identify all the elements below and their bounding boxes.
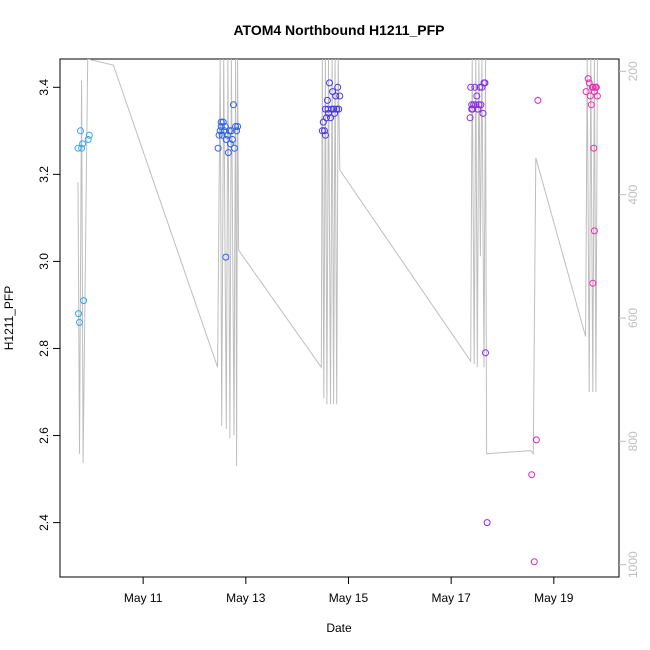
data-point	[230, 101, 237, 109]
data-point	[467, 83, 475, 91]
data-point	[225, 127, 233, 135]
y-tick-label: 3.2	[37, 166, 51, 183]
x-tick-label: May 17	[431, 591, 471, 605]
y2-tick-label: 1000	[626, 551, 640, 578]
data-point	[335, 105, 343, 113]
data-point	[219, 118, 227, 126]
data-point	[336, 92, 344, 100]
data-point	[466, 114, 474, 122]
data-point	[226, 140, 234, 148]
data-point	[232, 123, 240, 130]
data-point	[326, 79, 333, 87]
y-tick-label: 2.4	[37, 514, 51, 531]
data-point	[222, 253, 230, 261]
data-point	[482, 349, 489, 357]
data-point	[476, 83, 484, 91]
y-axis-label: H1211_PFP	[2, 286, 16, 350]
data-point	[584, 75, 592, 83]
data-point	[77, 127, 84, 135]
data-point	[321, 131, 329, 139]
x-tick-label: May 13	[226, 591, 266, 605]
data-point	[323, 96, 331, 104]
data-point	[528, 471, 536, 479]
y2-tick-label: 600	[626, 308, 640, 328]
x-tick-label: May 15	[329, 591, 369, 605]
data-point	[74, 144, 82, 152]
data-point	[233, 127, 241, 135]
data-point	[223, 131, 231, 139]
data-point	[586, 92, 594, 100]
data-point	[592, 83, 600, 91]
data-point	[468, 105, 476, 113]
x-tick-label: May 11	[124, 591, 163, 605]
data-point	[79, 140, 87, 148]
data-point	[84, 136, 92, 143]
data-point	[473, 92, 481, 100]
y-tick-label: 3.0	[37, 253, 51, 270]
data-point	[470, 101, 478, 109]
x-axis-label: Date	[326, 621, 352, 635]
data-point	[589, 279, 597, 287]
data-point	[217, 118, 225, 126]
data-point	[322, 114, 330, 122]
data-point	[215, 131, 223, 139]
data-point	[214, 144, 222, 152]
y2-tick-label: 400	[626, 184, 640, 204]
y2-tick-label: 200	[626, 61, 640, 81]
data-point	[589, 83, 597, 91]
y-tick-label: 3.4	[37, 79, 51, 96]
y-tick-label: 2.8	[37, 340, 51, 357]
data-point	[327, 114, 334, 122]
data-point	[224, 149, 232, 157]
data-point	[333, 105, 341, 113]
data-point	[331, 109, 339, 117]
data-point	[532, 436, 540, 444]
data-point	[78, 144, 86, 152]
data-point	[334, 83, 342, 91]
y2-tick-label: 800	[626, 431, 640, 451]
data-point	[590, 144, 598, 152]
data-point	[234, 123, 242, 130]
data-point	[477, 101, 485, 109]
data-point	[471, 83, 479, 91]
data-point	[332, 92, 340, 100]
data-point	[218, 131, 226, 139]
data-point	[216, 127, 224, 135]
secondary-series-line	[77, 59, 598, 467]
data-point	[587, 101, 595, 109]
data-point	[80, 297, 88, 305]
data-point	[468, 101, 476, 109]
data-point	[534, 96, 542, 104]
data-point	[530, 558, 538, 566]
data-point	[221, 123, 229, 130]
data-point	[76, 318, 83, 326]
data-point	[85, 131, 93, 139]
data-point	[590, 227, 598, 235]
data-point	[483, 519, 491, 527]
data-point	[227, 127, 235, 135]
data-point	[320, 127, 328, 135]
data-point	[582, 88, 590, 96]
data-point	[475, 101, 483, 109]
data-point	[229, 136, 236, 143]
data-point	[593, 92, 601, 100]
chart-title: ATOM4 Northbound H1211_PFP	[233, 22, 444, 38]
x-tick-label: May 19	[534, 591, 574, 605]
data-point	[481, 79, 489, 87]
data-point	[75, 310, 82, 318]
data-point	[324, 105, 332, 113]
data-point	[479, 109, 487, 117]
data-point	[231, 144, 238, 152]
y-tick-label: 2.6	[37, 427, 51, 444]
data-point	[472, 101, 480, 109]
